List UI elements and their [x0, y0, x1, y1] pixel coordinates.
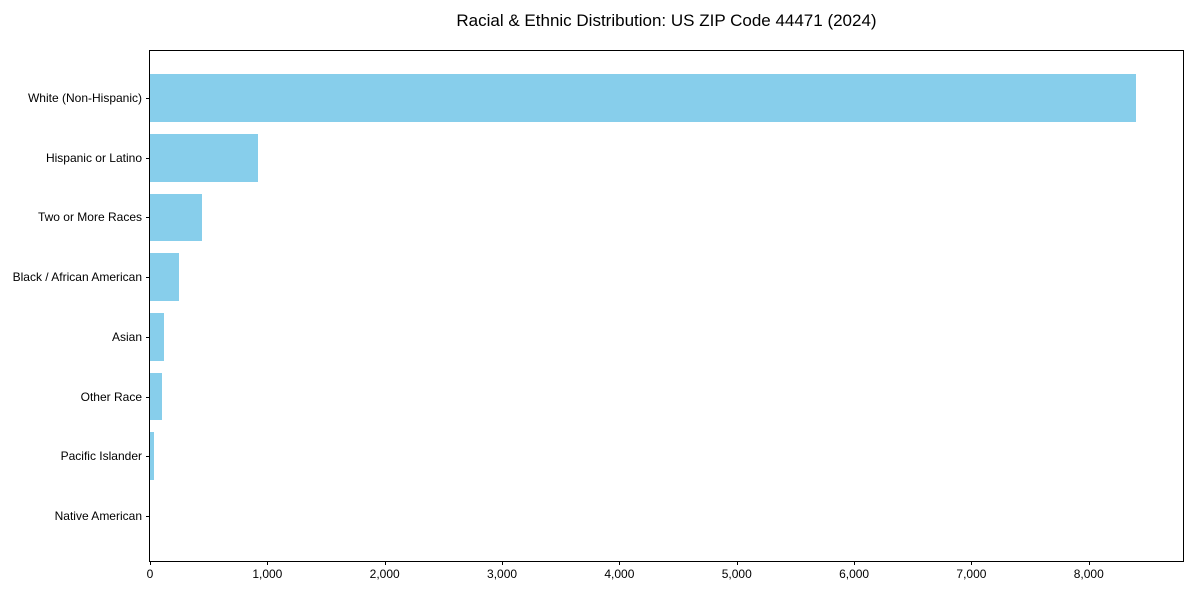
x-tick-mark: [736, 561, 738, 565]
x-tick-mark: [971, 561, 973, 565]
y-tick-label: Pacific Islander: [60, 449, 142, 464]
bar: [150, 253, 179, 302]
bar: [150, 74, 1136, 122]
x-tick-label: 2,000: [369, 567, 400, 581]
bar: [150, 372, 162, 421]
y-tick-mark: [146, 277, 150, 279]
chart-title: Racial & Ethnic Distribution: US ZIP Cod…: [456, 11, 877, 30]
x-tick-mark: [1088, 561, 1090, 565]
y-tick-label: Two or More Races: [37, 210, 142, 225]
bar: [150, 133, 258, 182]
x-tick-mark: [267, 561, 269, 565]
y-tick-mark: [146, 396, 150, 398]
bar: [150, 432, 155, 481]
y-tick-label: Native American: [54, 508, 142, 523]
y-tick-label: Black / African American: [12, 270, 142, 285]
y-tick-mark: [146, 336, 150, 338]
x-tick-label: 8,000: [1073, 567, 1104, 581]
x-tick-mark: [854, 561, 856, 565]
y-tick-label: White (Non-Hispanic): [27, 91, 142, 106]
y-tick-mark: [146, 456, 150, 458]
x-tick-mark: [502, 561, 504, 565]
x-tick-mark: [150, 561, 151, 565]
x-tick-mark: [384, 561, 386, 565]
x-tick-label: 5,000: [721, 567, 752, 581]
x-tick-label: 4,000: [604, 567, 635, 581]
bar: [150, 312, 165, 361]
y-tick-mark: [146, 98, 150, 100]
y-tick-mark: [146, 217, 150, 219]
x-tick-label: 6,000: [839, 567, 870, 581]
x-tick-label: 1,000: [252, 567, 283, 581]
y-tick-label: Hispanic or Latino: [45, 150, 142, 165]
bar: [150, 193, 203, 242]
y-tick-mark: [146, 515, 150, 517]
x-tick-mark: [619, 561, 621, 565]
x-tick-label: 0: [146, 567, 154, 581]
x-tick-label: 3,000: [487, 567, 518, 581]
plot-area: White (Non-Hispanic) Hispanic or Latino Tw…: [13, 50, 1184, 581]
y-tick-mark: [146, 157, 150, 159]
y-tick-label: Asian: [111, 329, 142, 344]
x-tick-label: 7,000: [956, 567, 987, 581]
y-tick-label: Other Race: [80, 389, 142, 404]
